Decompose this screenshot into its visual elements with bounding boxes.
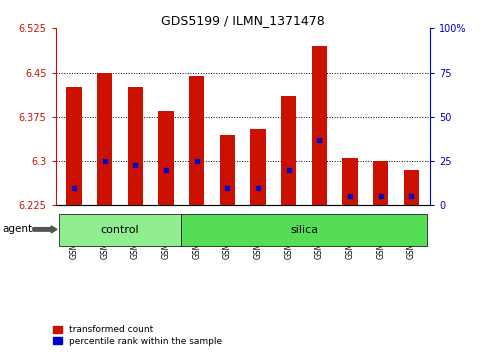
Bar bbox=[189, 75, 204, 205]
Bar bbox=[181, 214, 427, 246]
Text: silica: silica bbox=[290, 225, 318, 235]
Bar bbox=[404, 170, 419, 205]
Bar bbox=[312, 46, 327, 205]
Bar bbox=[373, 161, 388, 205]
Text: agent: agent bbox=[2, 224, 32, 234]
Bar bbox=[250, 129, 266, 205]
Bar bbox=[342, 158, 358, 205]
Bar bbox=[128, 87, 143, 205]
Title: GDS5199 / ILMN_1371478: GDS5199 / ILMN_1371478 bbox=[161, 14, 325, 27]
Legend: transformed count, percentile rank within the sample: transformed count, percentile rank withi… bbox=[53, 325, 222, 346]
Bar bbox=[97, 73, 113, 205]
Bar bbox=[58, 214, 181, 246]
Bar bbox=[281, 96, 297, 205]
Bar bbox=[158, 111, 174, 205]
Text: control: control bbox=[100, 225, 139, 235]
Bar bbox=[220, 135, 235, 205]
Bar bbox=[66, 87, 82, 205]
